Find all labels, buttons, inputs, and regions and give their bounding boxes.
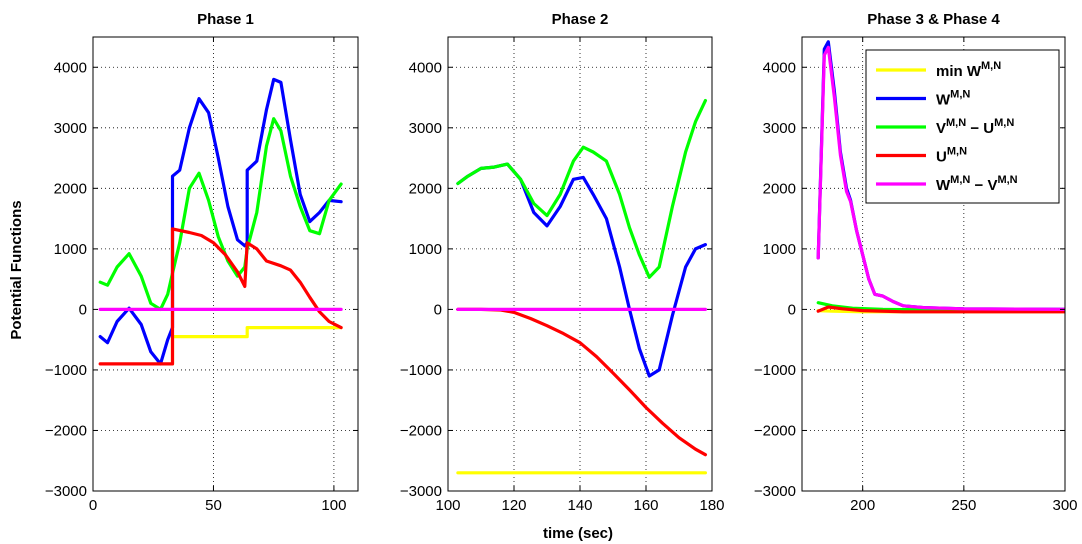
legend-entry: WM,N − VM,N	[876, 174, 1018, 194]
y-tick-label: 2000	[763, 180, 796, 197]
legend-label: min WM,N	[936, 60, 1001, 80]
y-tick-label: −1000	[400, 362, 442, 379]
y-tick-label: 0	[788, 301, 796, 318]
y-tick-label: 4000	[54, 59, 87, 76]
legend-label: UM,N	[936, 146, 967, 166]
series-line-4	[98, 227, 343, 366]
x-tick-label: 100	[321, 497, 346, 514]
series-line-4	[456, 307, 708, 457]
series-line-5	[816, 45, 1065, 311]
legend-entry: WM,N	[876, 89, 970, 109]
series-line-3	[456, 98, 708, 279]
series-line-2	[98, 77, 343, 366]
y-tick-label: 0	[79, 301, 87, 318]
panel-2: −3000 −2000 −1000 0 1000 2000 3000 4000 100 120 14…	[400, 11, 725, 514]
x-tick-label: 300	[1052, 497, 1077, 514]
y-tick-label: 4000	[763, 59, 796, 76]
y-tick-label: −2000	[400, 422, 442, 439]
x-tick-label: 0	[89, 497, 97, 514]
y-tick-label: 2000	[54, 180, 87, 197]
x-tick-label: 160	[633, 497, 658, 514]
legend: min WM,N WM,N VM,N − UM,N UM,N WM,N − VM,N	[865, 49, 1060, 204]
y-tick-label: −1000	[754, 362, 796, 379]
x-tick-label: 50	[205, 497, 222, 514]
legend-entry: VM,N − UM,N	[876, 117, 1014, 137]
x-tick-label: 200	[850, 497, 875, 514]
axes-frame	[92, 36, 359, 492]
y-tick-label: 1000	[54, 241, 87, 258]
series-line-4	[816, 305, 1065, 314]
plot-area	[448, 37, 712, 491]
series-line-3	[98, 117, 343, 311]
series-group	[98, 77, 343, 366]
x-axis-label: time (sec)	[543, 525, 613, 542]
x-tick-label: 250	[951, 497, 976, 514]
x-tick-label: 180	[699, 497, 724, 514]
legend-label: WM,N − VM,N	[936, 174, 1018, 194]
x-tick-label: 100	[435, 497, 460, 514]
series-group	[816, 40, 1065, 314]
y-tick-label: 2000	[409, 180, 442, 197]
axes-frame	[801, 36, 1066, 492]
plot-area	[93, 37, 358, 491]
legend-label: WM,N	[936, 89, 970, 109]
y-tick-label: 0	[434, 301, 442, 318]
panel-title: Phase 1	[197, 11, 254, 28]
x-tick-label: 140	[567, 497, 592, 514]
panel-title: Phase 2	[552, 11, 609, 28]
y-tick-label: 3000	[409, 120, 442, 137]
y-tick-label: 1000	[763, 241, 796, 258]
y-axis-label: Potential Functions	[8, 200, 25, 339]
x-tick-label: 120	[501, 497, 526, 514]
y-tick-label: −2000	[754, 422, 796, 439]
y-tick-label: −3000	[400, 483, 442, 500]
legend-label: VM,N − UM,N	[936, 117, 1014, 137]
y-tick-label: 1000	[409, 241, 442, 258]
panel-title: Phase 3 & Phase 4	[867, 11, 1000, 28]
legend-entry: min WM,N	[876, 60, 1001, 80]
y-tick-label: −3000	[754, 483, 796, 500]
y-tick-label: 3000	[54, 120, 87, 137]
series-group	[456, 98, 708, 475]
y-tick-label: 3000	[763, 120, 796, 137]
y-tick-label: −3000	[45, 483, 87, 500]
y-tick-label: −2000	[45, 422, 87, 439]
panel-1: −3000 −2000 −1000 0 1000 2000 3000 4000 0 50 100 Ph…	[45, 11, 359, 514]
y-tick-label: −1000	[45, 362, 87, 379]
legend-entry: UM,N	[876, 146, 967, 166]
y-tick-label: 4000	[409, 59, 442, 76]
